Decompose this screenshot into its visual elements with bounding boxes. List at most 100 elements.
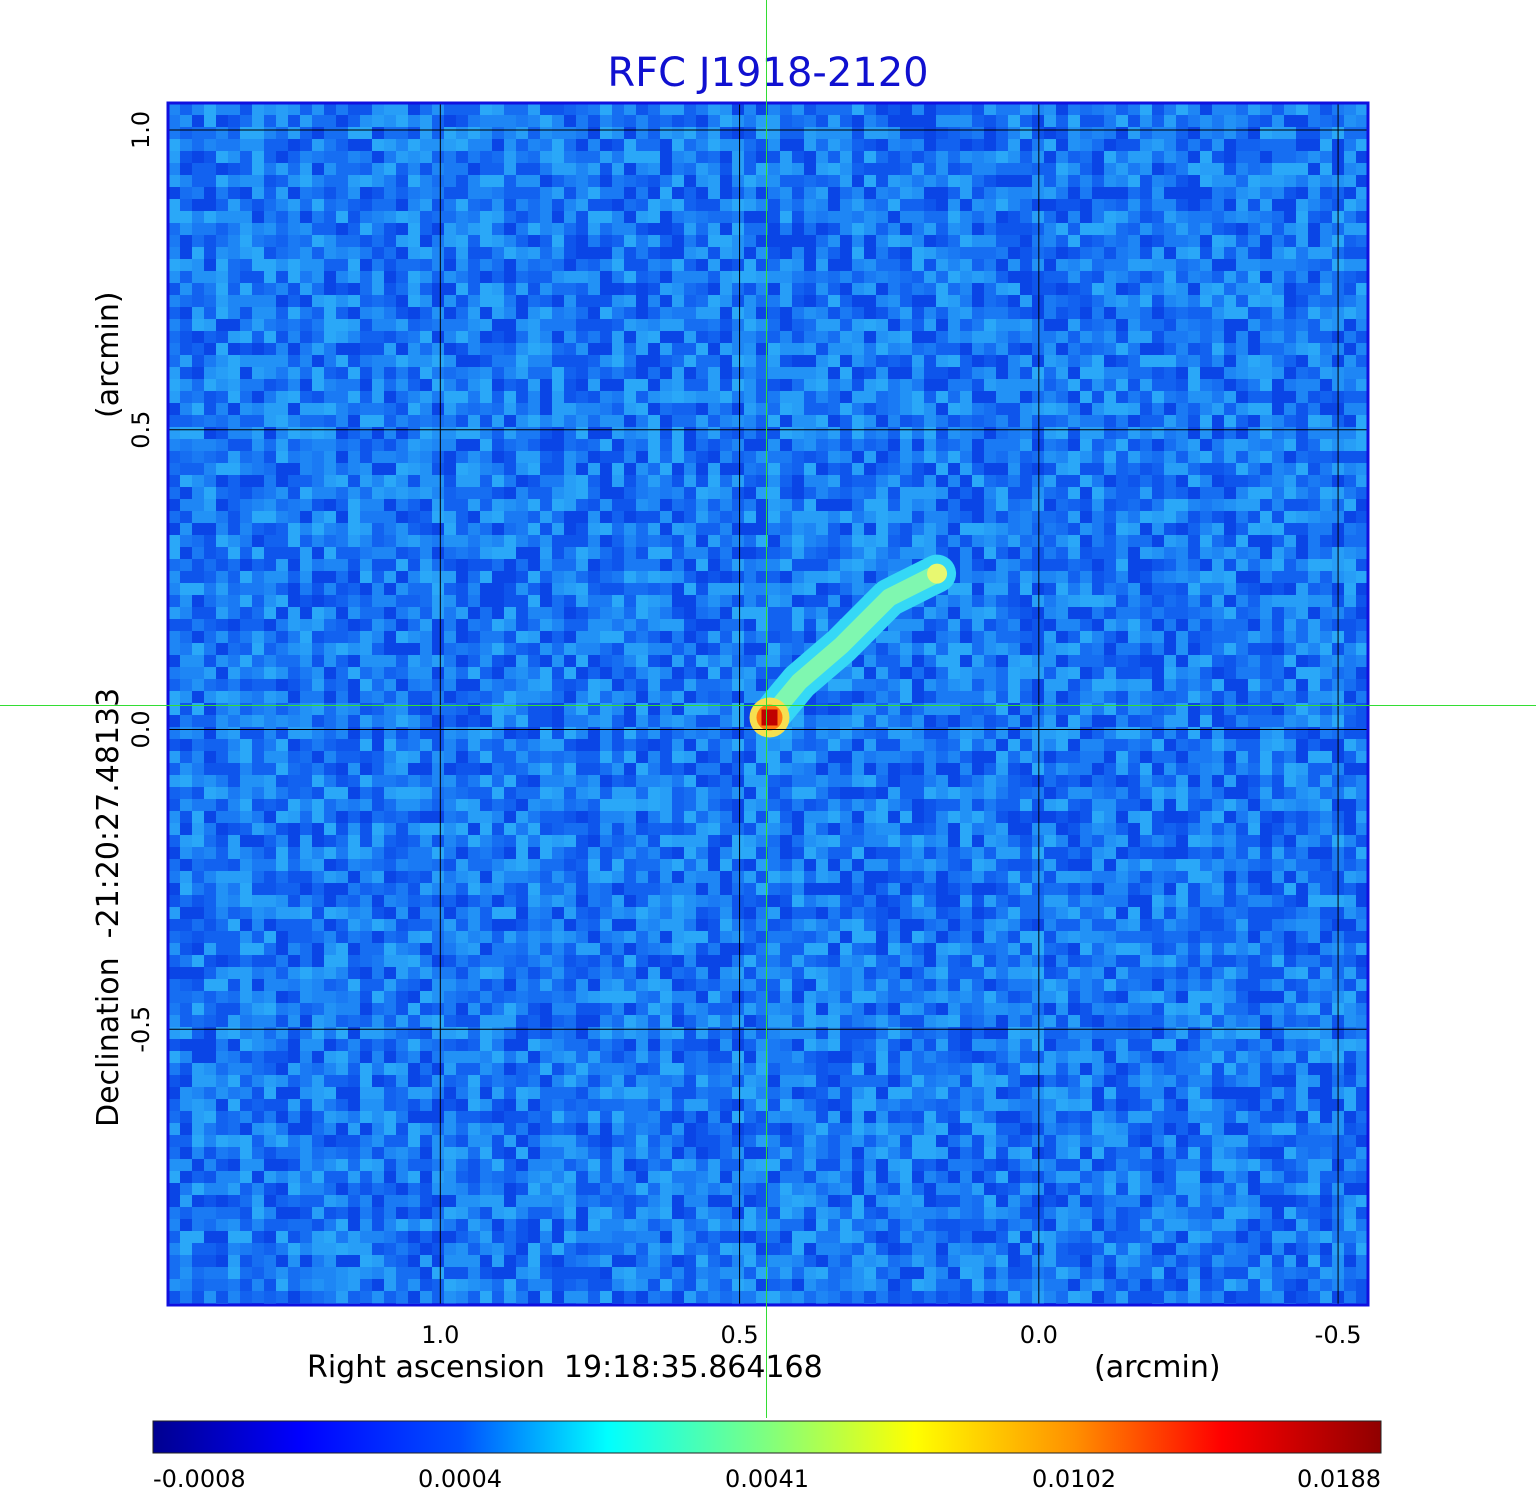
image-pixel	[1236, 655, 1248, 667]
image-pixel	[516, 415, 528, 427]
image-pixel	[648, 211, 660, 223]
image-pixel	[384, 367, 396, 379]
image-pixel	[1200, 283, 1212, 295]
image-pixel	[312, 151, 324, 163]
image-pixel	[324, 559, 336, 571]
image-pixel	[984, 499, 996, 511]
image-pixel	[612, 475, 624, 487]
image-pixel	[1236, 415, 1248, 427]
image-pixel	[180, 631, 192, 643]
image-pixel	[1176, 199, 1188, 211]
image-pixel	[960, 187, 972, 199]
image-pixel	[372, 355, 384, 367]
image-pixel	[528, 103, 540, 115]
image-pixel	[516, 211, 528, 223]
image-pixel	[1272, 535, 1284, 547]
image-pixel	[1236, 487, 1248, 499]
image-pixel	[384, 535, 396, 547]
image-pixel	[648, 127, 660, 139]
image-pixel	[312, 235, 324, 247]
image-pixel	[1008, 103, 1020, 115]
image-pixel	[312, 607, 324, 619]
image-pixel	[384, 679, 396, 691]
image-pixel	[1020, 571, 1032, 583]
image-pixel	[1200, 547, 1212, 559]
image-pixel	[768, 343, 780, 355]
image-pixel	[720, 367, 732, 379]
image-pixel	[900, 523, 912, 535]
image-pixel	[336, 307, 348, 319]
image-pixel	[1320, 295, 1332, 307]
image-pixel	[372, 187, 384, 199]
image-pixel	[1056, 271, 1068, 283]
image-pixel	[1224, 235, 1236, 247]
image-pixel	[1320, 379, 1332, 391]
image-pixel	[480, 271, 492, 283]
image-pixel	[996, 571, 1008, 583]
image-pixel	[672, 451, 684, 463]
image-pixel	[600, 343, 612, 355]
image-pixel	[1164, 307, 1176, 319]
image-pixel	[288, 235, 300, 247]
image-pixel	[576, 499, 588, 511]
image-pixel	[336, 259, 348, 271]
image-pixel	[1152, 367, 1164, 379]
image-pixel	[504, 619, 516, 631]
image-pixel	[996, 487, 1008, 499]
image-pixel	[612, 103, 624, 115]
image-pixel	[924, 475, 936, 487]
image-pixel	[252, 619, 264, 631]
image-pixel	[396, 679, 408, 691]
image-pixel	[1176, 103, 1188, 115]
image-pixel	[348, 115, 360, 127]
image-pixel	[708, 115, 720, 127]
image-pixel	[828, 523, 840, 535]
image-pixel	[360, 163, 372, 175]
image-pixel	[276, 271, 288, 283]
image-pixel	[1164, 487, 1176, 499]
image-pixel	[804, 523, 816, 535]
image-pixel	[624, 607, 636, 619]
image-pixel	[348, 367, 360, 379]
image-pixel	[600, 115, 612, 127]
image-pixel	[1212, 451, 1224, 463]
image-pixel	[228, 535, 240, 547]
image-pixel	[1104, 235, 1116, 247]
image-pixel	[840, 271, 852, 283]
image-pixel	[1152, 379, 1164, 391]
image-pixel	[240, 379, 252, 391]
image-pixel	[1344, 199, 1356, 211]
image-pixel	[696, 427, 708, 439]
image-pixel	[996, 139, 1008, 151]
image-pixel	[408, 499, 420, 511]
image-pixel	[240, 559, 252, 571]
image-pixel	[324, 127, 336, 139]
image-pixel	[420, 439, 432, 451]
image-pixel	[1020, 139, 1032, 151]
image-pixel	[252, 427, 264, 439]
image-pixel	[1200, 607, 1212, 619]
image-pixel	[168, 559, 180, 571]
image-pixel	[672, 679, 684, 691]
image-pixel	[864, 499, 876, 511]
image-pixel	[1272, 475, 1284, 487]
image-pixel	[600, 103, 612, 115]
image-pixel	[1272, 271, 1284, 283]
image-pixel	[1200, 391, 1212, 403]
image-pixel	[1044, 391, 1056, 403]
image-pixel	[912, 391, 924, 403]
image-pixel	[1212, 127, 1224, 139]
image-pixel	[888, 451, 900, 463]
image-pixel	[1212, 643, 1224, 655]
image-pixel	[984, 655, 996, 667]
image-pixel	[1116, 235, 1128, 247]
image-pixel	[348, 355, 360, 367]
image-pixel	[348, 463, 360, 475]
image-pixel	[468, 223, 480, 235]
image-pixel	[852, 223, 864, 235]
image-pixel	[828, 139, 840, 151]
image-pixel	[252, 199, 264, 211]
image-pixel	[780, 583, 792, 595]
image-pixel	[1116, 355, 1128, 367]
image-pixel	[936, 211, 948, 223]
